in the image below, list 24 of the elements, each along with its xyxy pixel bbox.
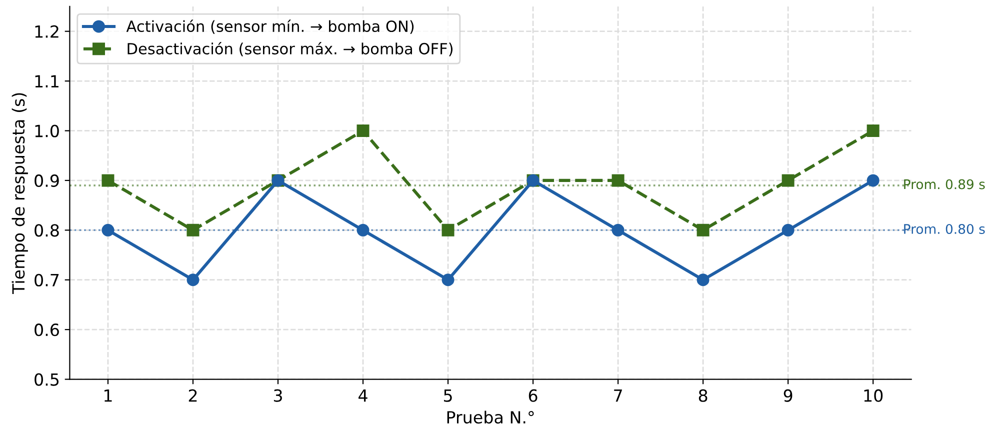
legend-label: Desactivación (sensor máx. → bomba OFF) [128, 42, 452, 56]
x-tick-label: 6 [528, 389, 538, 402]
x-tick-label: 4 [358, 390, 368, 402]
y-tick-label: 1.0 [35, 124, 59, 138]
y-tick-label: 1.1 [35, 75, 58, 88]
y-tick-label: 0.5 [34, 373, 59, 386]
y-axis-title: Tiempo de respuesta (s) [12, 93, 28, 294]
x-axis-title: Prueba N.° [447, 410, 534, 424]
x-tick-label: 5 [444, 390, 452, 402]
y-tick-label: 0.9 [34, 174, 59, 188]
y-tick-label: 0.7 [34, 274, 59, 286]
x-tick-label: 8 [698, 389, 708, 402]
ref-line-label: Prom. 0.89 s [904, 179, 985, 190]
x-tick-label: 9 [784, 389, 792, 402]
legend-label: Activación (sensor mín. → bomba ON) [126, 20, 414, 34]
ref-line-label: Prom. 0.80 s [904, 224, 985, 234]
y-tick-label: 0.8 [34, 224, 59, 237]
x-tick-label: 7 [614, 390, 622, 402]
x-tick-label: 3 [274, 389, 282, 402]
x-tick-label: 2 [188, 389, 197, 402]
y-tick-label: 1.2 [35, 25, 58, 38]
y-tick-label: 0.6 [34, 324, 59, 336]
x-tick-label: 1 [104, 390, 112, 402]
x-tick-label: 10 [864, 389, 883, 402]
